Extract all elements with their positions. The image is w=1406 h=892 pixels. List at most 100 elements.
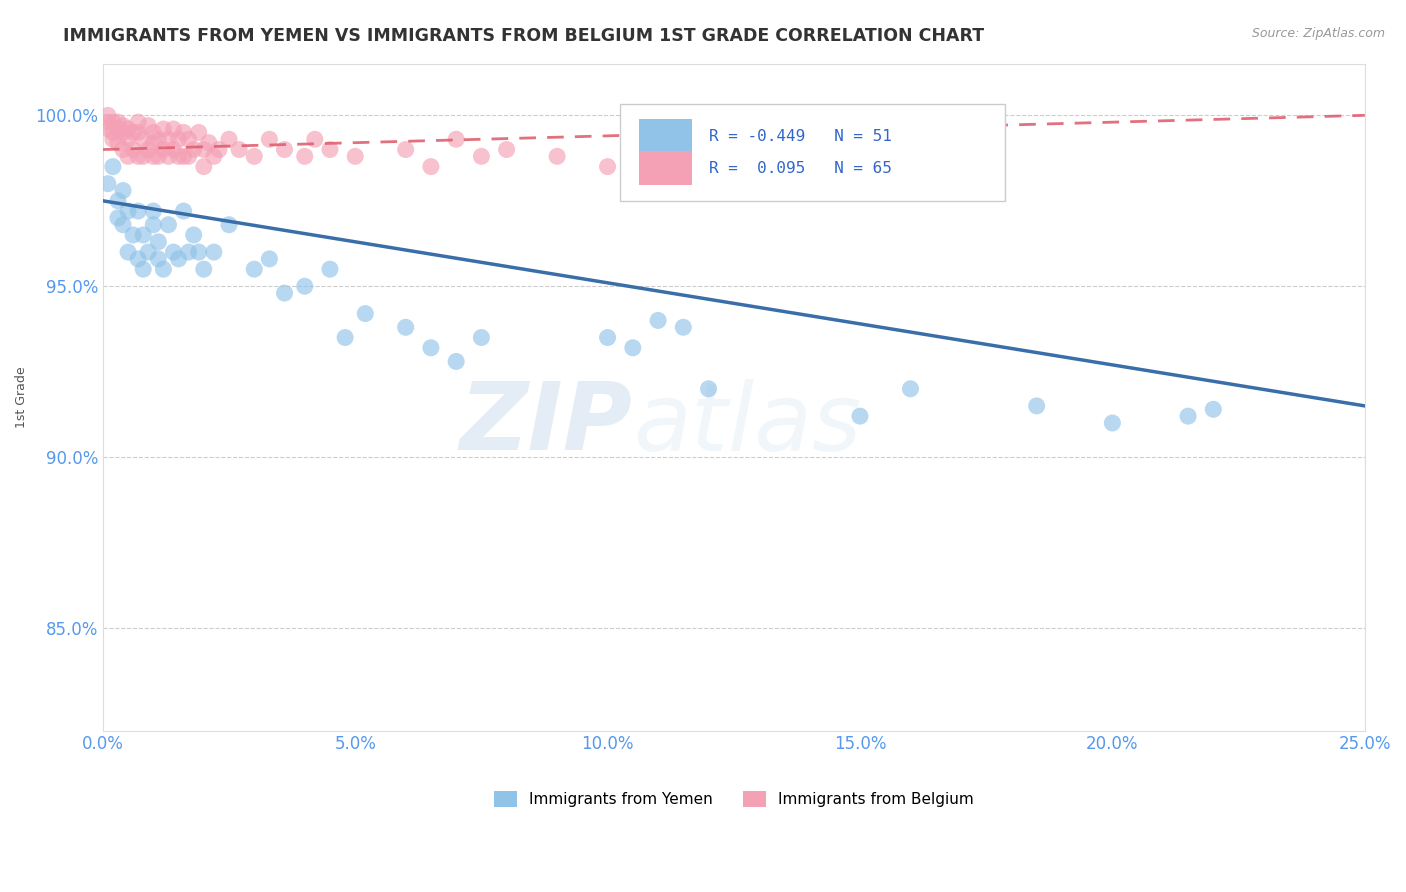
Point [157, 149, 180, 163]
Text: IMMIGRANTS FROM YEMEN VS IMMIGRANTS FROM BELGIUM 1ST GRADE CORRELATION CHART: IMMIGRANTS FROM YEMEN VS IMMIGRANTS FROM… [63, 27, 984, 45]
Point [107, 194, 129, 208]
Point [218, 132, 240, 146]
Point [157, 132, 180, 146]
Point [193, 143, 215, 157]
Point [107, 115, 129, 129]
Point [136, 245, 159, 260]
Text: R = -0.449   N = 51: R = -0.449 N = 51 [709, 129, 891, 145]
Point [142, 204, 165, 219]
Point [117, 149, 139, 163]
Point [117, 132, 139, 146]
Point [697, 382, 720, 396]
Point [243, 262, 266, 277]
Point [419, 160, 441, 174]
Point [142, 149, 165, 163]
Point [596, 160, 619, 174]
Point [672, 320, 695, 334]
FancyBboxPatch shape [620, 104, 1005, 201]
Point [127, 252, 149, 266]
Point [117, 245, 139, 260]
Point [202, 245, 225, 260]
Point [127, 149, 149, 163]
Point [101, 115, 124, 129]
Point [273, 286, 295, 301]
Point [193, 160, 215, 174]
Legend: Immigrants from Yemen, Immigrants from Belgium: Immigrants from Yemen, Immigrants from B… [488, 785, 980, 814]
Text: Source: ZipAtlas.com: Source: ZipAtlas.com [1251, 27, 1385, 40]
Point [444, 354, 467, 368]
Text: ZIP: ZIP [460, 378, 633, 470]
Point [177, 245, 200, 260]
Point [132, 132, 155, 146]
Point [419, 341, 441, 355]
Point [122, 143, 145, 157]
Point [101, 160, 124, 174]
Point [132, 227, 155, 242]
Point [173, 204, 195, 219]
Point [228, 143, 250, 157]
Point [152, 262, 174, 277]
Point [304, 132, 326, 146]
Point [122, 125, 145, 139]
Point [142, 136, 165, 150]
Point [495, 143, 517, 157]
Point [273, 143, 295, 157]
Point [97, 115, 120, 129]
Point [1177, 409, 1199, 424]
Point [596, 330, 619, 344]
Point [333, 330, 356, 344]
Point [152, 122, 174, 136]
Point [218, 218, 240, 232]
Point [97, 177, 120, 191]
Point [173, 125, 195, 139]
Point [111, 218, 134, 232]
Point [101, 132, 124, 146]
Point [177, 149, 200, 163]
Point [111, 143, 134, 157]
Point [127, 115, 149, 129]
Point [546, 149, 568, 163]
Point [183, 227, 205, 242]
Point [148, 149, 170, 163]
Point [167, 149, 190, 163]
Point [142, 218, 165, 232]
Point [148, 132, 170, 146]
Point [148, 252, 170, 266]
FancyBboxPatch shape [640, 120, 692, 154]
Point [107, 211, 129, 225]
Point [672, 132, 695, 146]
Point [127, 204, 149, 219]
Point [900, 382, 922, 396]
Point [111, 125, 134, 139]
Y-axis label: 1st Grade: 1st Grade [15, 367, 28, 428]
Text: R =  0.095   N = 65: R = 0.095 N = 65 [709, 161, 891, 176]
Point [193, 262, 215, 277]
Point [470, 330, 492, 344]
Point [187, 245, 209, 260]
Point [647, 313, 669, 327]
Point [111, 184, 134, 198]
Point [142, 125, 165, 139]
Point [294, 149, 316, 163]
Point [136, 119, 159, 133]
Point [162, 122, 184, 136]
Point [107, 136, 129, 150]
Point [208, 143, 231, 157]
Point [187, 125, 209, 139]
Point [259, 252, 281, 266]
Point [243, 149, 266, 163]
Point [621, 341, 644, 355]
Point [162, 245, 184, 260]
Point [395, 143, 418, 157]
Point [202, 149, 225, 163]
Point [132, 149, 155, 163]
Point [167, 132, 190, 146]
Point [395, 320, 418, 334]
Point [173, 149, 195, 163]
Point [444, 132, 467, 146]
Point [1025, 399, 1047, 413]
Point [122, 227, 145, 242]
Point [470, 149, 492, 163]
Point [849, 409, 872, 424]
Point [354, 307, 377, 321]
